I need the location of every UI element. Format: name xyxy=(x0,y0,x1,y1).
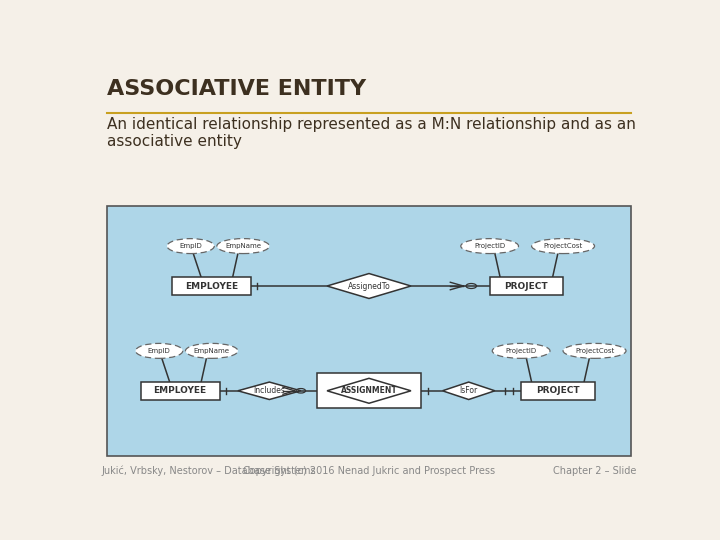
Text: Jukić, Vrbsky, Nestorov – Database Systems: Jukić, Vrbsky, Nestorov – Database Syste… xyxy=(101,465,316,476)
Text: An identical relationship represented as a M:N relationship and as an
associativ: An identical relationship represented as… xyxy=(107,117,636,149)
FancyBboxPatch shape xyxy=(107,206,631,456)
Text: Copyright (c) 2016 Nenad Jukric and Prospect Press: Copyright (c) 2016 Nenad Jukric and Pros… xyxy=(243,465,495,476)
Text: Chapter 2 – Slide: Chapter 2 – Slide xyxy=(554,465,637,476)
Text: ASSOCIATIVE ENTITY: ASSOCIATIVE ENTITY xyxy=(107,79,366,99)
